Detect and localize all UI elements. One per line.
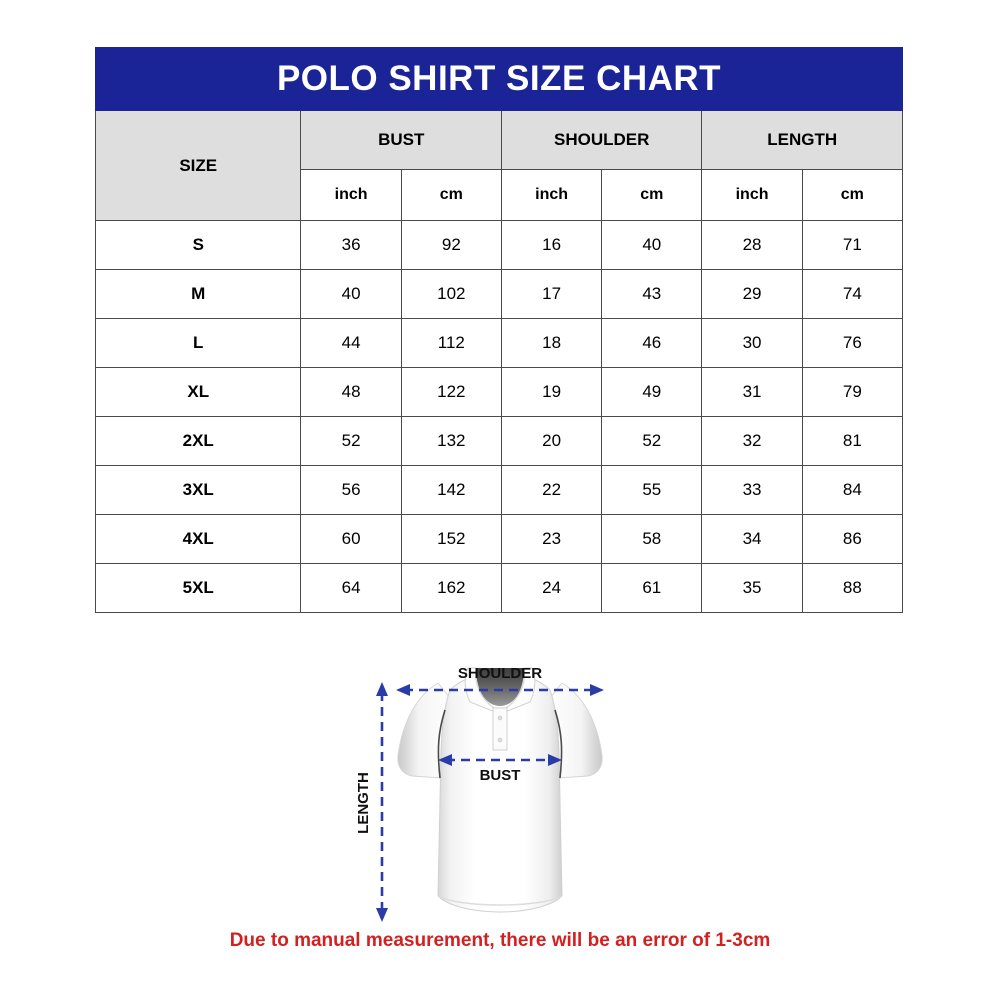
cell-shoulder-inch: 20	[500, 416, 603, 466]
cell-length-cm: 86	[801, 514, 904, 564]
table-row: 3XL 56 142 22 55 33 84	[94, 465, 904, 515]
size-label: 4XL	[94, 514, 302, 564]
cell-length-inch: 34	[701, 514, 803, 564]
unit-header-bust-cm: cm	[400, 169, 502, 221]
cell-bust-inch: 60	[300, 514, 402, 564]
cell-shoulder-inch: 23	[500, 514, 603, 564]
cell-length-inch: 31	[701, 367, 803, 417]
cell-shoulder-cm: 46	[601, 318, 703, 368]
size-label: 3XL	[94, 465, 302, 515]
cell-bust-inch: 44	[300, 318, 402, 368]
cell-bust-cm: 102	[400, 269, 502, 319]
cell-bust-cm: 162	[400, 563, 502, 613]
shirt-illustration	[397, 667, 603, 913]
cell-bust-cm: 142	[400, 465, 502, 515]
cell-bust-inch: 36	[300, 220, 402, 270]
cell-shoulder-inch: 16	[500, 220, 603, 270]
unit-header-shoulder-inch: inch	[500, 169, 603, 221]
size-label: S	[94, 220, 302, 270]
size-label: 2XL	[94, 416, 302, 466]
cell-length-inch: 29	[701, 269, 803, 319]
bust-label: BUST	[480, 767, 521, 784]
cell-shoulder-cm: 58	[601, 514, 703, 564]
size-label: XL	[94, 367, 302, 417]
title-row: POLO SHIRT SIZE CHART	[95, 47, 903, 111]
shoulder-label: SHOULDER	[458, 665, 542, 682]
table-row: 5XL 64 162 24 61 35 88	[94, 563, 904, 613]
cell-bust-inch: 52	[300, 416, 402, 466]
shirt-button-bottom	[497, 737, 503, 743]
cell-shoulder-cm: 61	[601, 563, 703, 613]
cell-shoulder-inch: 19	[500, 367, 603, 417]
column-header-bust: BUST	[300, 110, 502, 170]
cell-shoulder-inch: 22	[500, 465, 603, 515]
cell-length-cm: 74	[801, 269, 904, 319]
cell-bust-cm: 122	[400, 367, 502, 417]
page-title: POLO SHIRT SIZE CHART	[95, 47, 903, 111]
shirt-left-armhole	[437, 709, 446, 779]
cell-length-inch: 30	[701, 318, 803, 368]
unit-header-length-cm: cm	[801, 169, 904, 221]
column-header-shoulder: SHOULDER	[500, 110, 703, 170]
cell-bust-inch: 48	[300, 367, 402, 417]
unit-header-length-inch: inch	[701, 169, 803, 221]
shirt-placket	[492, 707, 508, 751]
table-row: L 44 112 18 46 30 76	[94, 318, 904, 368]
table-row: 4XL 60 152 23 58 34 86	[94, 514, 904, 564]
polo-shirt-diagram: SHOULDER BUST LENGTH	[350, 628, 650, 923]
size-label: L	[94, 318, 302, 368]
unit-header-bust-inch: inch	[300, 169, 402, 221]
size-label: 5XL	[94, 563, 302, 613]
cell-length-inch: 35	[701, 563, 803, 613]
cell-bust-inch: 56	[300, 465, 402, 515]
cell-shoulder-cm: 40	[601, 220, 703, 270]
column-header-size: SIZE	[94, 110, 302, 221]
cell-bust-cm: 92	[400, 220, 502, 270]
bust-measurement-arrow	[438, 754, 562, 766]
unit-header-shoulder-cm: cm	[601, 169, 703, 221]
cell-length-cm: 88	[801, 563, 904, 613]
shirt-hem	[437, 895, 563, 906]
size-label: M	[94, 269, 302, 319]
cell-shoulder-cm: 43	[601, 269, 703, 319]
unit-header-row: inch cm inch cm inch cm	[96, 169, 904, 221]
cell-shoulder-cm: 52	[601, 416, 703, 466]
size-chart-table: POLO SHIRT SIZE CHART SIZE BUST SHOULDER…	[94, 47, 904, 613]
cell-length-inch: 33	[701, 465, 803, 515]
shirt-collar-inner	[476, 668, 524, 706]
length-measurement-arrow	[376, 682, 388, 922]
cell-length-cm: 84	[801, 465, 904, 515]
shirt-right-armhole	[554, 709, 563, 779]
table-row: M 40 102 17 43 29 74	[94, 269, 904, 319]
cell-shoulder-cm: 55	[601, 465, 703, 515]
shirt-collar-left	[464, 667, 501, 715]
cell-length-cm: 79	[801, 367, 904, 417]
cell-length-cm: 71	[801, 220, 904, 270]
cell-length-inch: 32	[701, 416, 803, 466]
cell-shoulder-cm: 49	[601, 367, 703, 417]
cell-shoulder-inch: 18	[500, 318, 603, 368]
shirt-button-top	[497, 715, 503, 721]
group-header-row: SIZE BUST SHOULDER LENGTH	[94, 110, 903, 221]
cell-bust-cm: 152	[400, 514, 502, 564]
cell-shoulder-inch: 24	[500, 563, 603, 613]
cell-bust-inch: 64	[300, 563, 402, 613]
table-row: S 36 92 16 40 28 71	[94, 220, 904, 270]
shoulder-measurement-arrow	[396, 684, 604, 696]
length-label: LENGTH	[355, 772, 372, 834]
cell-bust-cm: 132	[400, 416, 502, 466]
table-row: 2XL 52 132 20 52 32 81	[94, 416, 904, 466]
cell-shoulder-inch: 17	[500, 269, 603, 319]
cell-length-cm: 76	[801, 318, 904, 368]
cell-length-cm: 81	[801, 416, 904, 466]
measurement-disclaimer: Due to manual measurement, there will be…	[229, 930, 771, 951]
column-header-length: LENGTH	[701, 110, 903, 170]
cell-bust-inch: 40	[300, 269, 402, 319]
cell-bust-cm: 112	[400, 318, 502, 368]
table-row: XL 48 122 19 49 31 79	[94, 367, 904, 417]
cell-length-inch: 28	[701, 220, 803, 270]
shirt-collar-right	[499, 667, 536, 715]
